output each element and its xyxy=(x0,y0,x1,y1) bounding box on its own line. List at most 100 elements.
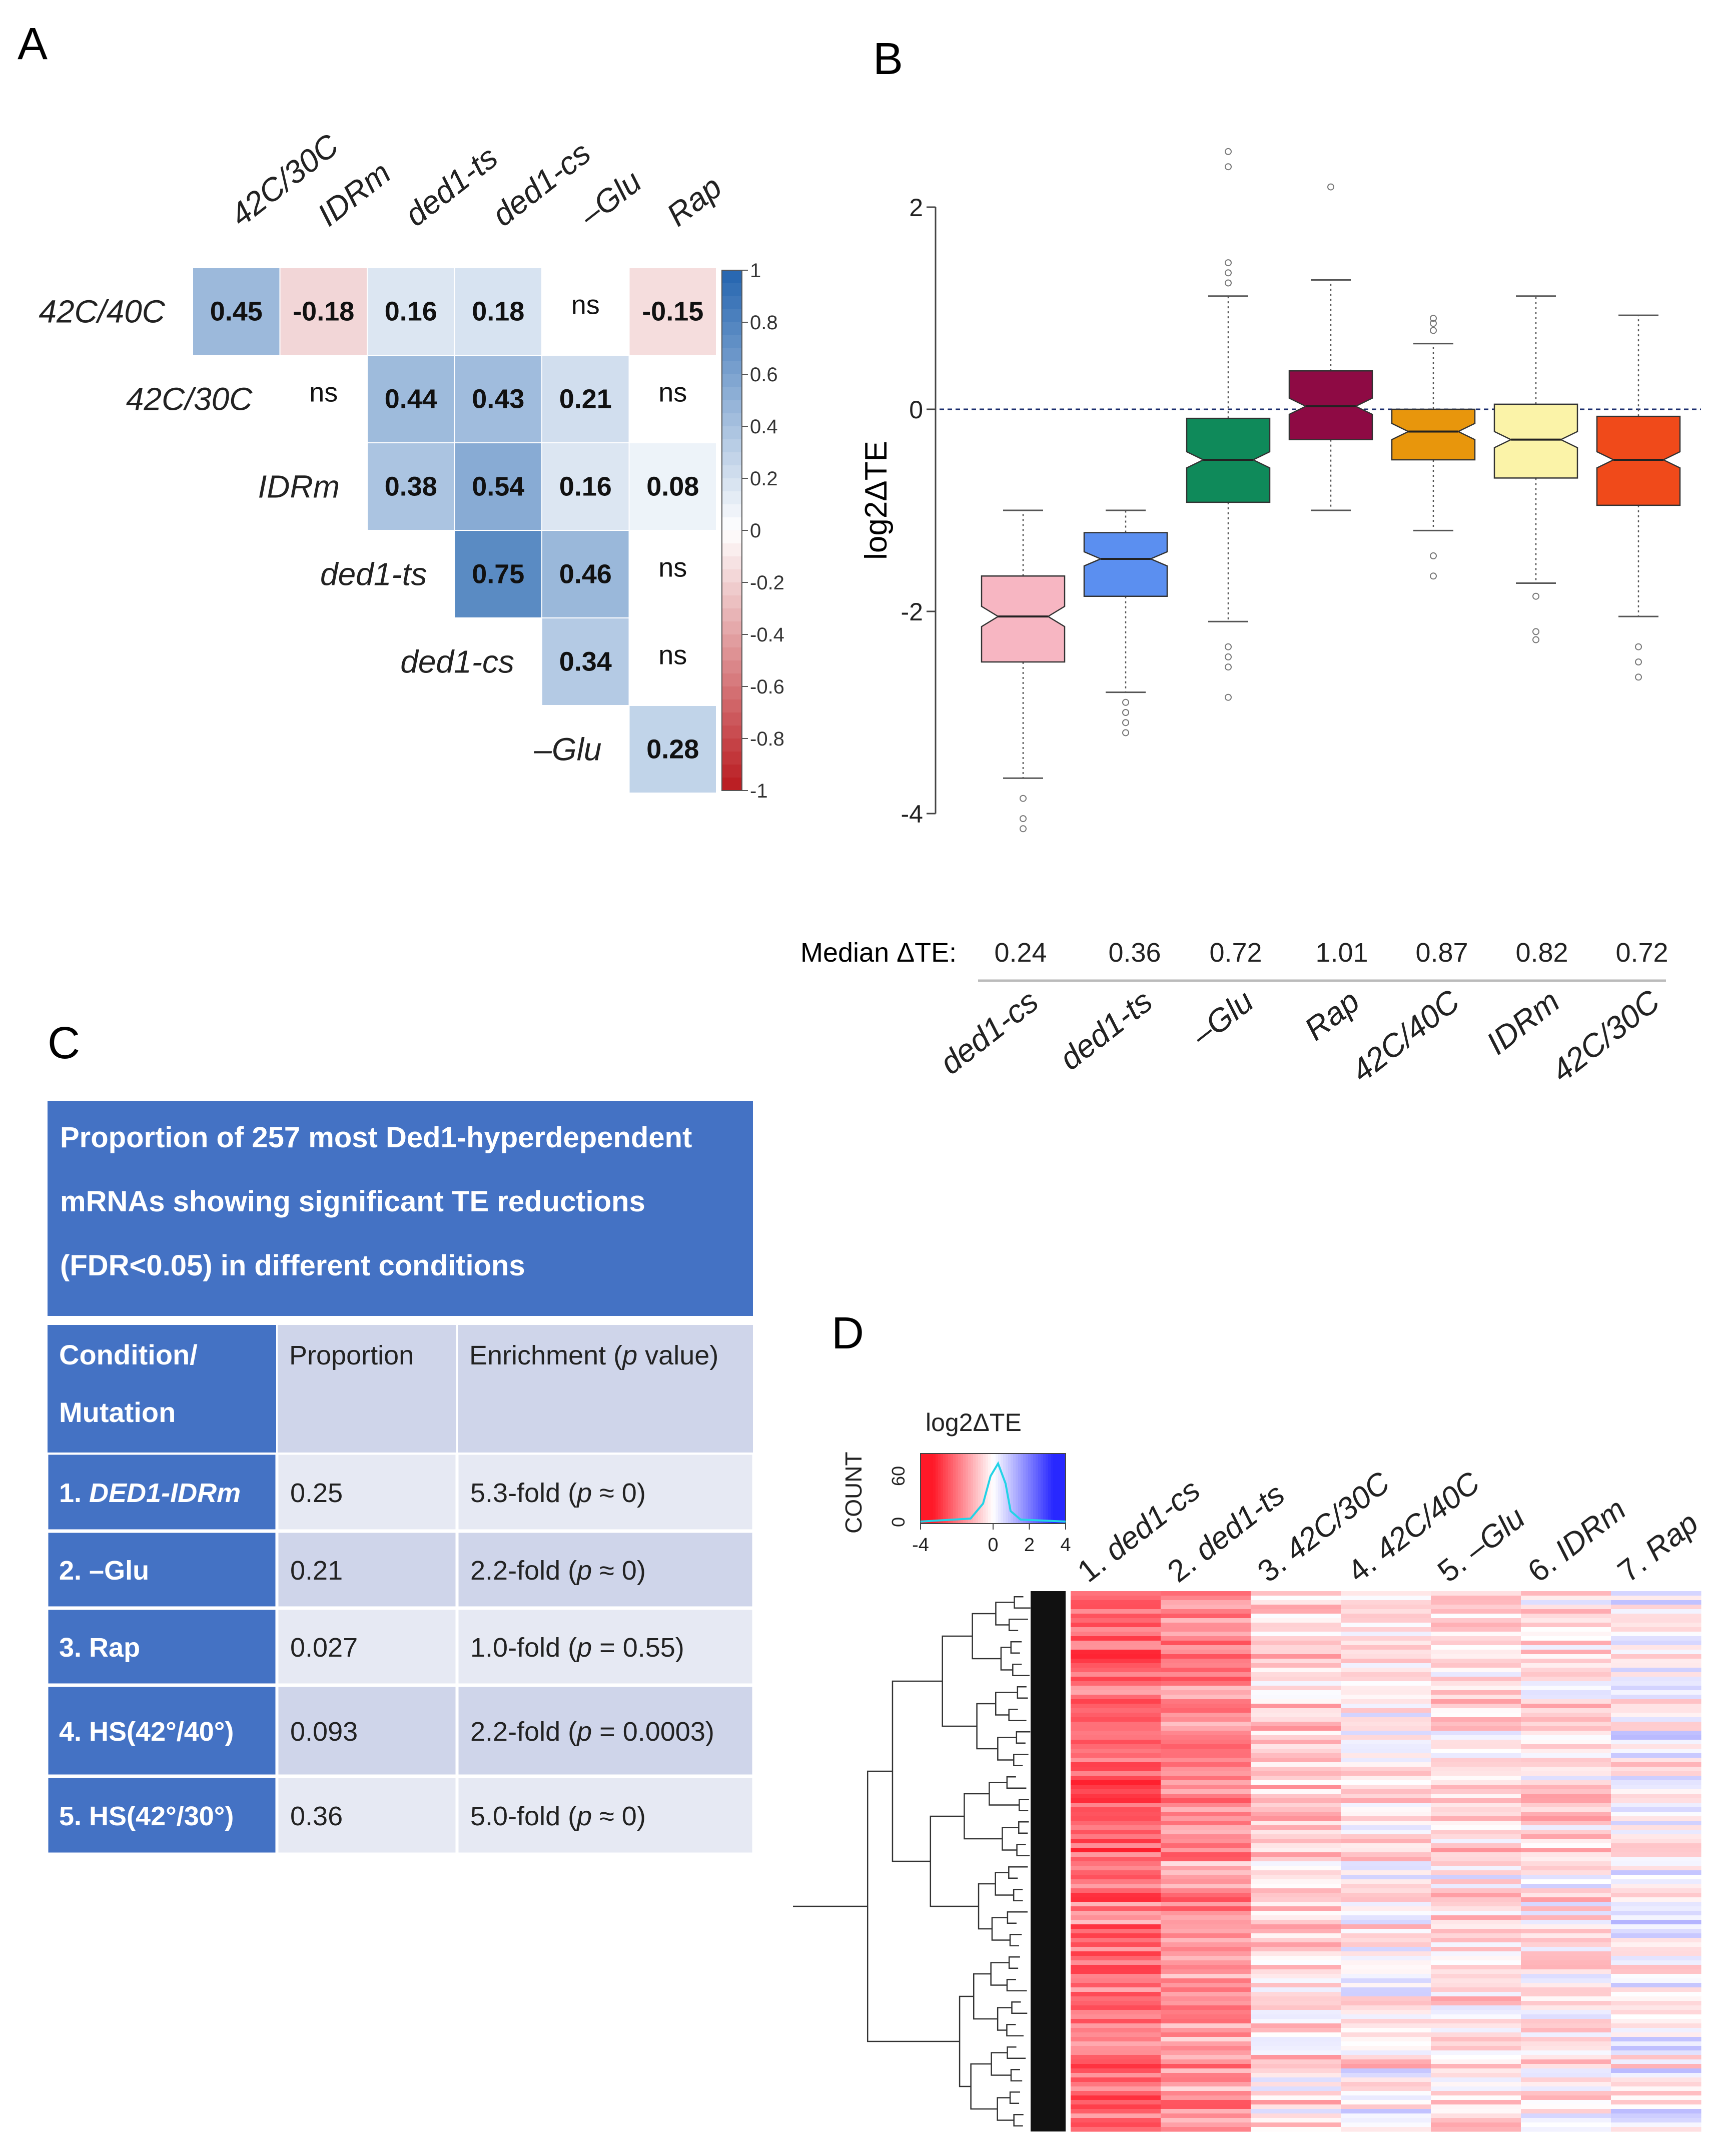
heatmap-cell-r25-c3 xyxy=(1341,1704,1431,1709)
colorbar-segment-10 xyxy=(722,400,742,414)
table-row-1-prefix: 2. xyxy=(59,1556,89,1586)
heatmap-cell-r102-c0 xyxy=(1071,2050,1161,2055)
heatmap-cell-r81-c1 xyxy=(1161,1956,1251,1961)
heatmap-cell-r7-c0 xyxy=(1071,1623,1161,1628)
heatmap-cell-r2-c2 xyxy=(1251,1600,1341,1605)
heatmap-cell-r7-c6 xyxy=(1611,1623,1701,1628)
heatmap-cell-r108-c3 xyxy=(1341,2077,1431,2082)
heatmap-cell-r57-c4 xyxy=(1431,1848,1521,1853)
box-4-outlier-3 xyxy=(1430,552,1437,559)
heatmap-cell-r31-c5 xyxy=(1521,1731,1611,1736)
heatmap-cell-r105-c2 xyxy=(1251,2064,1341,2069)
heatmap-cell-r29-c0 xyxy=(1071,1722,1161,1727)
heatmap-cell-r103-c3 xyxy=(1341,2055,1431,2060)
heatmap-cell-r49-c0 xyxy=(1071,1812,1161,1817)
heatmap-cell-r23-c0 xyxy=(1071,1695,1161,1700)
heatmap-cell-r72-c5 xyxy=(1521,1915,1611,1920)
heatmap-cell-r52-c3 xyxy=(1341,1825,1431,1830)
heatmap-cell-r14-c3 xyxy=(1341,1654,1431,1659)
heatmap-cell-r5-c3 xyxy=(1341,1614,1431,1619)
heatmap-cell-r113-c5 xyxy=(1521,2100,1611,2105)
table-row-3-prefix: 4. xyxy=(59,1717,89,1747)
heatmap-cell-r53-c3 xyxy=(1341,1830,1431,1835)
heatmap-cell-r34-c0 xyxy=(1071,1744,1161,1749)
heatmap-cell-r39-c3 xyxy=(1341,1767,1431,1772)
heatmap-cell-r85-c1 xyxy=(1161,1974,1251,1979)
dendrogram-branch-1-20 xyxy=(991,2052,1011,2076)
table-row-0-fold: 5.3-fold ( xyxy=(470,1478,577,1508)
heatmap-cell-r54-c0 xyxy=(1071,1834,1161,1839)
heatmap-cell-r46-c3 xyxy=(1341,1798,1431,1803)
heatmap-cell-r8-c6 xyxy=(1611,1627,1701,1632)
panel-c-table: C Proportion of 257 most Ded1-hyperdepen… xyxy=(47,1018,754,1854)
heatmap-cell-r90-c2 xyxy=(1251,1996,1341,2001)
dendrogram-branch-0-22 xyxy=(1016,1844,1030,1856)
heatmap-cell-r26-c4 xyxy=(1431,1708,1521,1713)
heatmap-cell-r3-c1 xyxy=(1161,1605,1251,1610)
heatmap-cell-r19-c5 xyxy=(1521,1677,1611,1682)
heatmap-cell-r27-c1 xyxy=(1161,1713,1251,1718)
heatmap-cell-r13-c2 xyxy=(1251,1650,1341,1655)
heatmap-cell-r107-c4 xyxy=(1431,2073,1521,2078)
dendrogram-branch-0-26 xyxy=(1013,1889,1023,1901)
heatmap-cell-r90-c0 xyxy=(1071,1996,1161,2001)
dendrogram-branch-0-0 xyxy=(1014,1596,1031,1609)
heatmap-cell-r74-c4 xyxy=(1431,1924,1521,1929)
heatmap-cell-r71-c6 xyxy=(1611,1911,1701,1916)
heatmap-cell-r115-c2 xyxy=(1251,2109,1341,2114)
heatmap-cell-r78-c5 xyxy=(1521,1942,1611,1947)
category-label-0: ded1-cs xyxy=(933,983,1045,1081)
heatmap-cell-r119-c3 xyxy=(1341,2127,1431,2132)
heatmap-cell-r70-c6 xyxy=(1611,1906,1701,1911)
heatmap-cell-r100-c4 xyxy=(1431,2041,1521,2046)
dendrogram-branch-2-6 xyxy=(978,1883,996,1930)
dendrogram-branch-0-14 xyxy=(1013,1754,1029,1766)
heatmap-cell-r95-c5 xyxy=(1521,2019,1611,2024)
heatmap-cell-r37-c6 xyxy=(1611,1758,1701,1763)
heatmap-cell-r108-c6 xyxy=(1611,2077,1701,2082)
heatmap-cell-r51-c0 xyxy=(1071,1821,1161,1826)
heatmap-cell-r75-c5 xyxy=(1521,1929,1611,1934)
heatmap-cell-r100-c2 xyxy=(1251,2041,1341,2046)
heatmap-cell-r77-c2 xyxy=(1251,1938,1341,1943)
heatmap-cell-r94-c4 xyxy=(1431,2014,1521,2019)
heatmap-cell-r85-c2 xyxy=(1251,1974,1341,1979)
heatmap-cell-r82-c4 xyxy=(1431,1960,1521,1965)
heatmap-cell-r41-c4 xyxy=(1431,1776,1521,1781)
heatmap-cell-r68-c2 xyxy=(1251,1897,1341,1902)
heatmap-cell-r0-c1 xyxy=(1161,1591,1251,1596)
heatmap-cell-r4-c1 xyxy=(1161,1609,1251,1614)
colorbar-tick-label-0: 1 xyxy=(750,260,761,282)
colorbar-segment-13 xyxy=(722,439,742,453)
heatmap-cell-r75-c3 xyxy=(1341,1929,1431,1934)
heatmap-cell-r104-c3 xyxy=(1341,2059,1431,2064)
heatmap-cell-r2-c5 xyxy=(1521,1600,1611,1605)
heatmap-cell-r1-c2 xyxy=(1251,1596,1341,1601)
heatmap-cell-r54-c4 xyxy=(1431,1834,1521,1839)
heatmap-cell-r0-c6 xyxy=(1611,1591,1701,1596)
heatmap-cell-r55-c6 xyxy=(1611,1839,1701,1844)
color-key-segment-48 xyxy=(1041,1454,1044,1524)
heatmap-cell-r16-c1 xyxy=(1161,1663,1251,1668)
color-key-segment-32 xyxy=(1001,1454,1004,1524)
heatmap-cell-r107-c1 xyxy=(1161,2073,1251,2078)
heatmap-cell-r14-c1 xyxy=(1161,1654,1251,1659)
colorbar-segment-36 xyxy=(722,739,742,752)
colorbar-segment-30 xyxy=(722,660,742,674)
heatmap-cell-r45-c0 xyxy=(1071,1794,1161,1799)
category-label-2: –Glu xyxy=(1184,983,1260,1053)
heatmap-cell-r4-c0 xyxy=(1071,1609,1161,1614)
heatmap-cell-r18-c2 xyxy=(1251,1672,1341,1677)
color-key-x-tick-1: 0 xyxy=(988,1535,998,1556)
heatmap-cell-r84-c1 xyxy=(1161,1969,1251,1974)
heatmap-cell-r79-c1 xyxy=(1161,1947,1251,1952)
heatmap-cell-r33-c1 xyxy=(1161,1740,1251,1745)
heatmap-cell-r30-c2 xyxy=(1251,1726,1341,1731)
heatmap-cell-r61-c3 xyxy=(1341,1866,1431,1871)
heatmap-cell-r101-c1 xyxy=(1161,2046,1251,2051)
heatmap-cell-r96-c1 xyxy=(1161,2023,1251,2028)
box-0-outlier-1 xyxy=(1020,815,1027,823)
heatmap-cell-r5-c0 xyxy=(1071,1614,1161,1619)
heatmap-cell-r3-c0 xyxy=(1071,1605,1161,1610)
heatmap-cell-r88-c3 xyxy=(1341,1987,1431,1992)
